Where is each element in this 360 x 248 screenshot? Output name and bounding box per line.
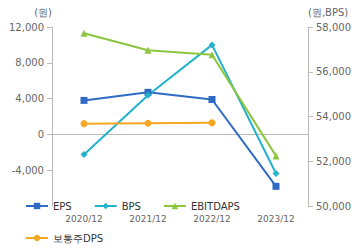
svg-text:52,000: 52,000 bbox=[316, 156, 351, 167]
svg-text:2021/12: 2021/12 bbox=[129, 214, 166, 224]
svg-text:58,000: 58,000 bbox=[316, 22, 351, 33]
svg-text:2023/12: 2023/12 bbox=[257, 214, 294, 224]
svg-text:(원,BPS): (원,BPS) bbox=[308, 7, 348, 18]
svg-text:12,000: 12,000 bbox=[9, 22, 44, 33]
svg-text:EPS: EPS bbox=[53, 201, 72, 212]
svg-text:EBITDAPS: EBITDAPS bbox=[191, 201, 240, 212]
svg-text:BPS: BPS bbox=[122, 201, 141, 212]
svg-text:(원): (원) bbox=[34, 7, 52, 18]
svg-text:0: 0 bbox=[38, 129, 44, 140]
svg-text:8,000: 8,000 bbox=[15, 57, 44, 68]
svg-text:54,000: 54,000 bbox=[316, 111, 351, 122]
svg-text:보통주DPS: 보통주DPS bbox=[53, 233, 103, 244]
svg-text:56,000: 56,000 bbox=[316, 66, 351, 77]
svg-text:2020/12: 2020/12 bbox=[65, 214, 102, 224]
svg-text:4,000: 4,000 bbox=[15, 93, 44, 104]
svg-text:-4,000: -4,000 bbox=[12, 165, 44, 176]
svg-text:2022/12: 2022/12 bbox=[193, 214, 230, 224]
svg-text:50,000: 50,000 bbox=[316, 201, 351, 212]
